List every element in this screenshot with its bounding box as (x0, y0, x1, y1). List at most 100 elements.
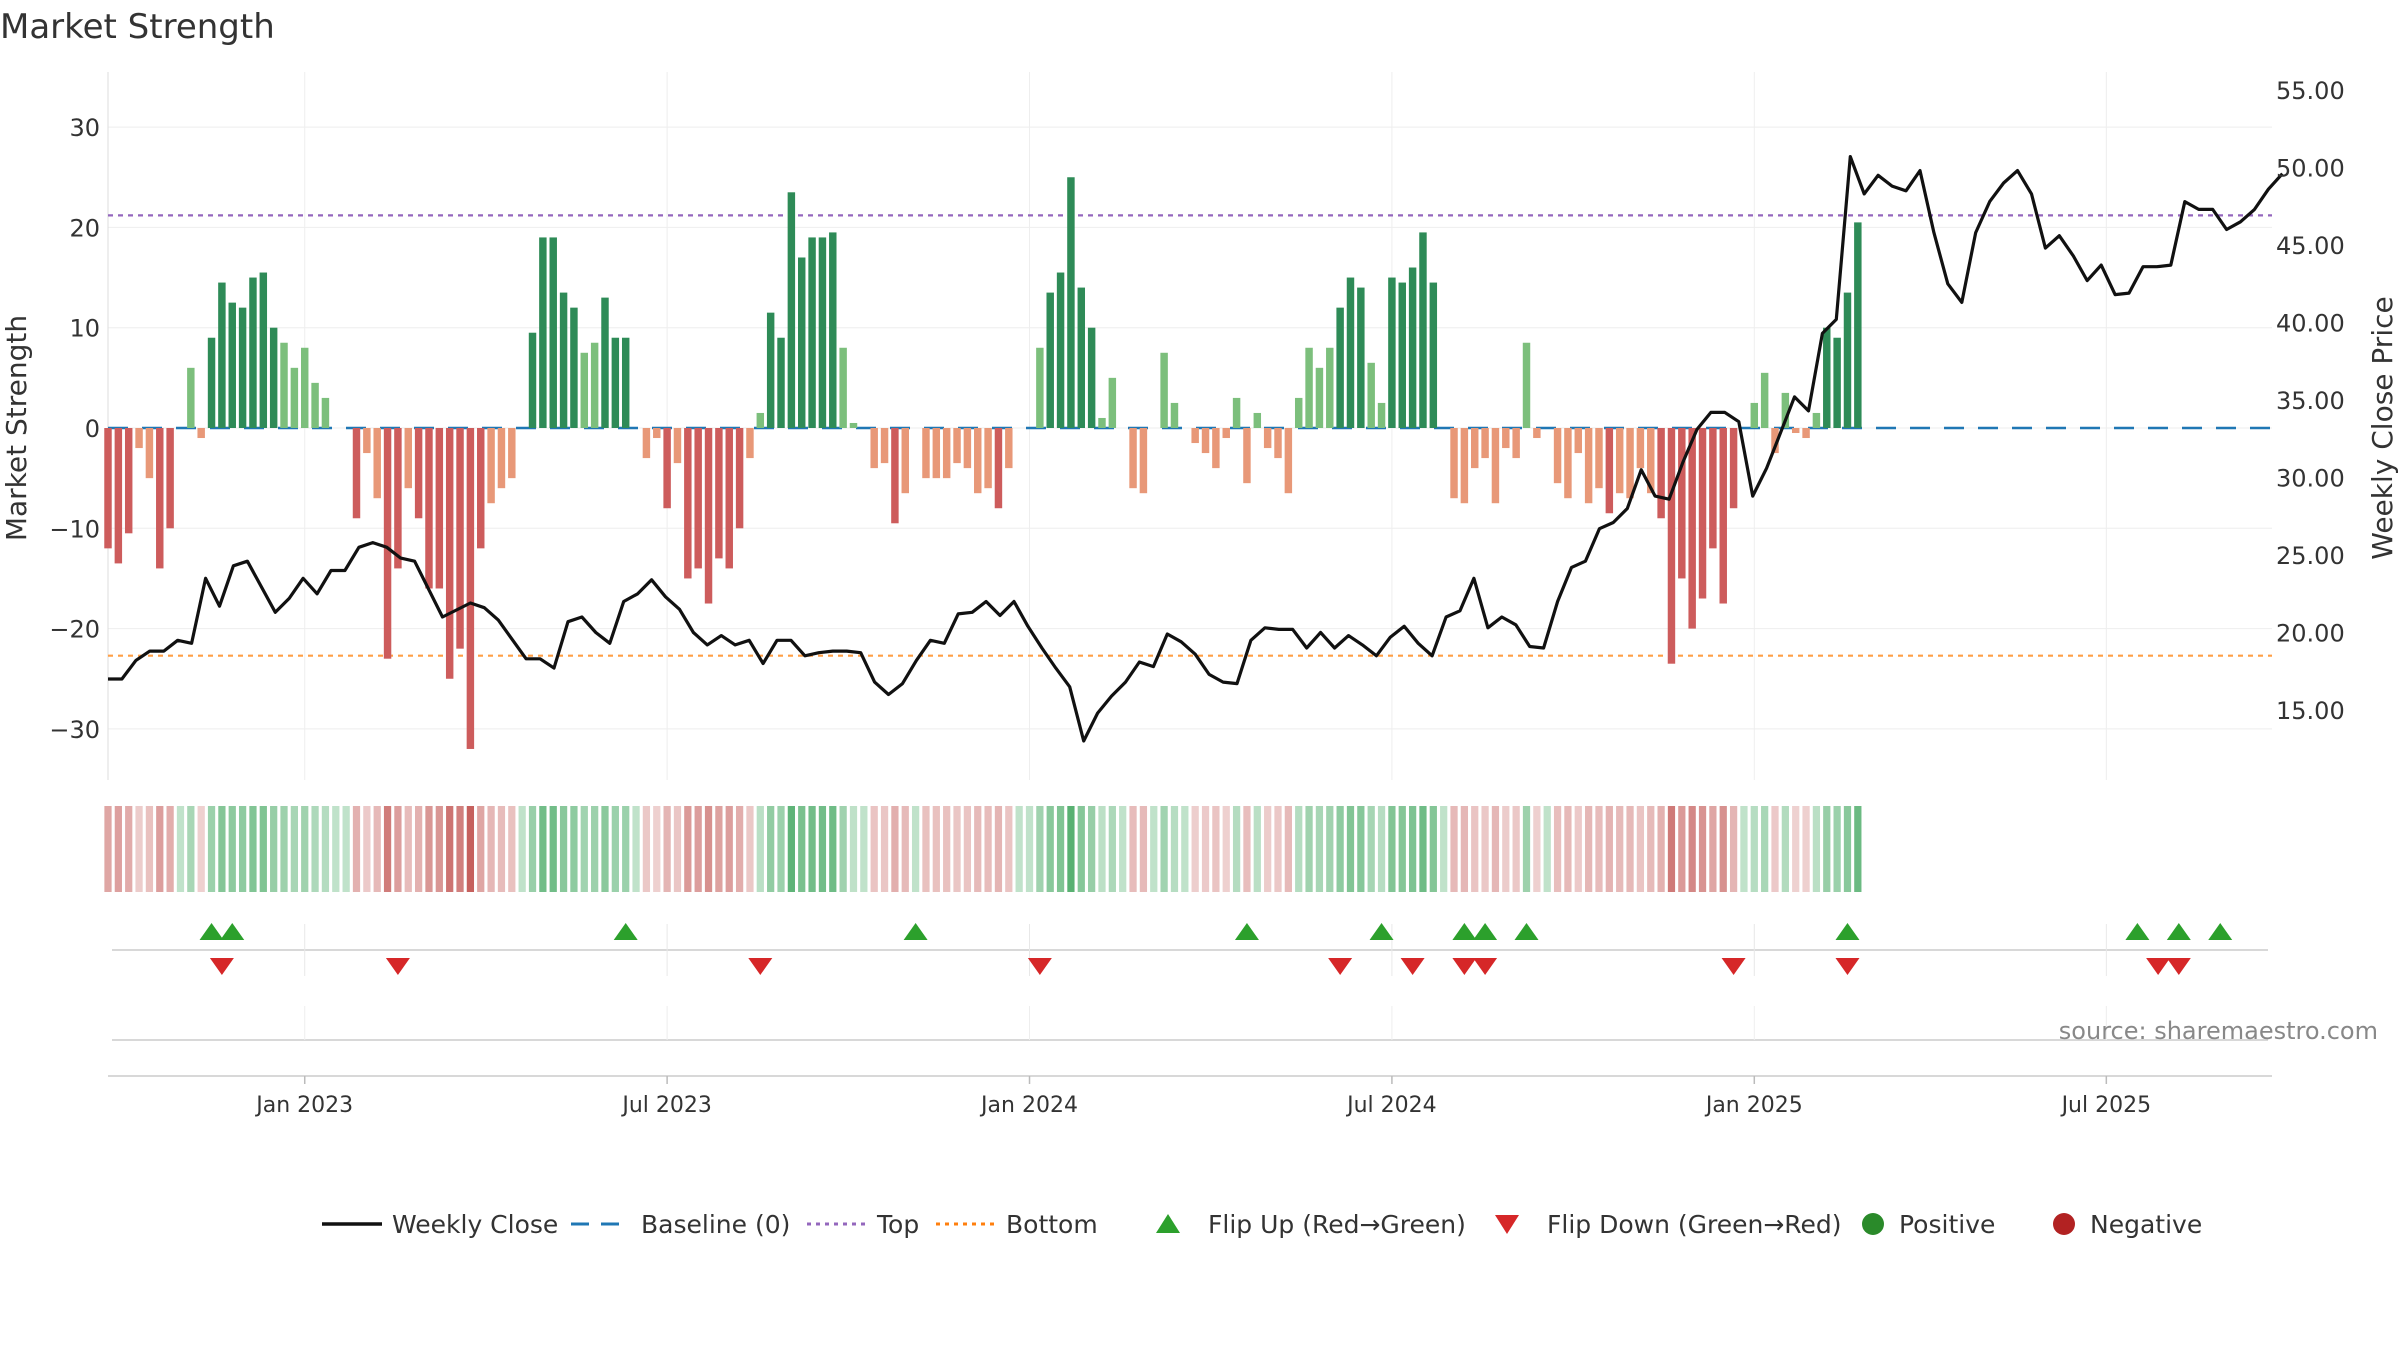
strength-bar (1346, 277, 1355, 428)
heat-cell (1812, 806, 1821, 892)
strength-bar (1823, 327, 1831, 428)
heat-cell (1502, 806, 1510, 892)
flip-down-marker (1835, 958, 1860, 975)
strength-bar (114, 428, 123, 564)
heat-cell (1264, 806, 1272, 892)
heat-cell (238, 806, 247, 892)
heat-cell (1326, 806, 1334, 892)
strength-bar (1781, 392, 1790, 428)
strength-bar (156, 428, 164, 569)
flip-down-marker (1721, 958, 1746, 975)
heat-cell (1843, 806, 1852, 892)
heat-cell (829, 806, 837, 892)
legend-item: Positive (1862, 1210, 1995, 1239)
heat-cell (1585, 806, 1593, 892)
y2-tick-label: 55.00 (2276, 77, 2345, 105)
legend-item: Top (807, 1210, 919, 1239)
strength-bar (715, 428, 723, 559)
heat-cell (1243, 806, 1251, 892)
strength-bar (466, 428, 475, 749)
strength-bar (963, 428, 972, 469)
strength-bar (1553, 428, 1562, 484)
heat-cell (984, 806, 992, 892)
y-tick-label: 20 (69, 214, 100, 242)
heat-cell (1781, 806, 1789, 892)
flip-down-marker (1328, 958, 1353, 975)
heat-cell (1429, 806, 1437, 892)
strength-bar (1305, 347, 1313, 428)
strength-bar (124, 428, 133, 534)
heat-cell (1729, 806, 1738, 892)
heat-cell (207, 806, 216, 892)
heat-cell (301, 806, 309, 892)
y-tick-label: 0 (85, 415, 100, 443)
strength-bar (1533, 428, 1541, 439)
heat-cell (1119, 806, 1127, 892)
heat-cell (466, 806, 475, 892)
y-tick-label: −30 (49, 716, 100, 744)
heat-cell (1833, 806, 1841, 892)
heat-cell (1067, 806, 1075, 892)
heat-cell (1139, 806, 1148, 892)
strength-bar (901, 428, 909, 494)
heat-cell (342, 806, 350, 892)
legend-item: Flip Down (Green→Red) (1495, 1210, 1842, 1239)
strength-bar (435, 428, 444, 589)
y2-tick-label: 15.00 (2276, 697, 2345, 725)
strength-bar (1077, 287, 1086, 428)
left-y-axis: 30 20 10 0 −10 −20 −30 (49, 114, 100, 744)
heat-cell (653, 806, 661, 892)
legend-label: Positive (1899, 1210, 1995, 1239)
chart-title: Market Strength (0, 7, 275, 47)
heat-cell (839, 806, 847, 892)
strength-bar (580, 352, 589, 428)
heat-cell (114, 806, 122, 892)
heat-cell (860, 806, 868, 892)
strength-bar (1636, 428, 1645, 469)
strength-bar (1388, 277, 1396, 428)
heat-cell (953, 806, 961, 892)
strength-bar (1729, 428, 1738, 509)
heat-cell (632, 806, 640, 892)
strength-bar (1005, 428, 1013, 469)
strength-bar (290, 367, 299, 428)
y-tick-label: 30 (69, 114, 100, 142)
heat-cell (663, 806, 671, 892)
heat-cell (1636, 806, 1645, 892)
heat-cell (1036, 806, 1044, 892)
flip-up-marker (2125, 923, 2150, 940)
strength-bar (1336, 307, 1344, 428)
flip-down-marker (2166, 958, 2191, 975)
strength-bar (249, 277, 257, 428)
heat-cell (570, 806, 578, 892)
heat-cell (1533, 806, 1541, 892)
strength-bar (1667, 428, 1676, 664)
y2-tick-label: 30.00 (2276, 465, 2345, 493)
heat-cell (1181, 806, 1189, 892)
heat-cell (1574, 806, 1582, 892)
strength-bar (1087, 327, 1096, 428)
strength-bar (321, 397, 330, 428)
strength-bar (1512, 428, 1520, 459)
strength-bar (1294, 397, 1303, 428)
strength-bar (1750, 402, 1759, 428)
flip-up-marker (613, 923, 638, 940)
heat-cell (1647, 806, 1655, 892)
strength-bar (1481, 428, 1489, 459)
heat-cell (943, 806, 951, 892)
strength-bar (1564, 428, 1572, 499)
heat-cell (1481, 806, 1489, 892)
heat-cell (446, 806, 454, 892)
strength-bar (1698, 428, 1707, 599)
heat-cell (1678, 806, 1686, 892)
heat-cell (508, 806, 516, 892)
heat-cell (911, 806, 920, 892)
heat-cell (228, 806, 236, 892)
heat-cell (135, 806, 143, 892)
flip-down-marker (1027, 958, 1052, 975)
y2-tick-label: 45.00 (2276, 232, 2345, 260)
strength-bar (218, 282, 226, 428)
heat-cell (1491, 806, 1500, 892)
strength-bar (280, 342, 288, 428)
strength-bar (539, 237, 547, 428)
